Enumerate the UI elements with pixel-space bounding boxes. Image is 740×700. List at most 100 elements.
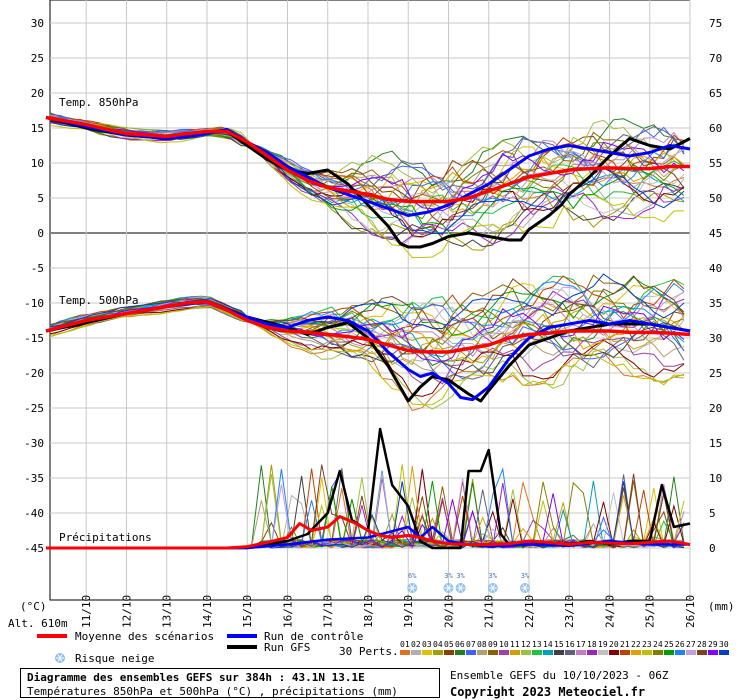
snow-risk-label: 3%	[489, 572, 498, 580]
x-tick: 25/10	[644, 595, 657, 628]
member-number: 26	[675, 640, 685, 649]
y-left-tick: 30	[31, 17, 44, 30]
y-left-tick: -25	[24, 402, 44, 415]
member-swatch	[477, 650, 487, 655]
y-right-tick: 0	[709, 542, 716, 555]
snowflake-icon	[55, 653, 65, 663]
snowflake-icon	[443, 583, 454, 593]
legend-control-label: Run de contrôle	[264, 630, 363, 643]
member-swatch	[642, 650, 652, 655]
altitude-label: Alt. 610m	[8, 617, 68, 630]
member-number: 16	[565, 640, 575, 649]
member-swatch	[598, 650, 608, 655]
member-swatch	[433, 650, 443, 655]
legend-snow-label: Risque neige	[75, 652, 154, 665]
member-number: 23	[642, 640, 652, 649]
x-tick: 18/10	[362, 595, 375, 628]
x-tick: 20/10	[442, 595, 455, 628]
y-left-tick: -40	[24, 507, 44, 520]
y-left-tick: -20	[24, 367, 44, 380]
member-swatch	[708, 650, 718, 655]
member-swatch	[675, 650, 685, 655]
y-right-tick: 5	[709, 507, 716, 520]
member-number: 01	[400, 640, 410, 649]
member-swatch	[576, 650, 586, 655]
member-23-t500	[49, 305, 685, 406]
member-18-t850	[49, 122, 685, 245]
y-right-tick: 75	[709, 17, 722, 30]
x-tick: 24/10	[603, 595, 616, 628]
y-left-tick: -45	[24, 542, 44, 555]
member-number: 14	[543, 640, 553, 649]
panel-label-precip: Précipitations	[59, 531, 152, 544]
x-tick: 14/10	[201, 595, 214, 628]
snowflake-icon	[55, 653, 65, 663]
snowflake-icon	[519, 583, 530, 593]
member-legend: 01 02 03 04 05 06 07 08 09 10 11 12 13 14 15 16 17 18 19 20…	[400, 640, 729, 655]
legend-mean-label: Moyenne des scénarios	[75, 630, 214, 643]
member-number: 21	[620, 640, 630, 649]
y-right-tick: 15	[709, 437, 722, 450]
member-swatch	[488, 650, 498, 655]
member-number: 20	[609, 640, 619, 649]
member-swatch	[664, 650, 674, 655]
x-tick: 12/10	[120, 595, 133, 628]
y-right-tick: 45	[709, 227, 722, 240]
chart-title: Diagramme des ensembles GEFS sur 384h : …	[27, 671, 365, 684]
snowflake-arm	[522, 584, 528, 592]
member-swatch	[455, 650, 465, 655]
snowflake-arm	[57, 654, 63, 662]
member-number: 18	[587, 640, 597, 649]
member-number: 27	[686, 640, 696, 649]
y-left-tick: 25	[31, 52, 44, 65]
chart-subtitle: Températures 850hPa et 500hPa (°C) , pré…	[27, 685, 398, 698]
member-swatch	[631, 650, 641, 655]
y-left-unit: (°C)	[20, 600, 47, 613]
member-number: 25	[664, 640, 674, 649]
y-left-tick: -10	[24, 297, 44, 310]
member-number: 05	[444, 640, 454, 649]
snow-risk-markers: 6% 3% 3% 3% 3%	[407, 572, 530, 593]
series-0-precip	[46, 515, 691, 550]
member-number: 06	[455, 640, 465, 649]
member-number: 24	[653, 640, 663, 649]
x-tick: 13/10	[161, 595, 174, 628]
y-right-unit: (mm)	[708, 600, 735, 613]
y-right-tick: 20	[709, 402, 722, 415]
y-right-tick: 30	[709, 332, 722, 345]
x-tick: 16/10	[281, 595, 294, 628]
x-tick: 15/10	[241, 595, 254, 628]
y-left-tick: -15	[24, 332, 44, 345]
x-tick: 22/10	[523, 595, 536, 628]
member-16-t850	[49, 113, 685, 191]
x-tick: 23/10	[563, 595, 576, 628]
member-number: 03	[422, 640, 432, 649]
y-left-tick: 10	[31, 157, 44, 170]
x-tick: 19/10	[402, 595, 415, 628]
snowflake-arm	[490, 584, 496, 592]
member-swatch	[499, 650, 509, 655]
snowflake-arm	[446, 584, 451, 592]
member-swatch	[565, 650, 575, 655]
member-swatch	[609, 650, 619, 655]
y-right-tick: 65	[709, 87, 722, 100]
member-swatch	[587, 650, 597, 655]
member-number: 30	[719, 640, 729, 649]
panel-label-t500: Temp. 500hPa	[59, 294, 138, 307]
y-left-tick: 20	[31, 87, 44, 100]
member-swatch	[543, 650, 553, 655]
y-right-tick: 25	[709, 367, 722, 380]
member-number: 29	[708, 640, 718, 649]
y-right-tick: 35	[709, 297, 722, 310]
member-number: 28	[697, 640, 707, 649]
y-left-tick: -35	[24, 472, 44, 485]
member-swatch	[444, 650, 454, 655]
y-left-tick: -5	[31, 262, 44, 275]
y-left-tick: 0	[37, 227, 44, 240]
run-info: Ensemble GEFS du 10/10/2023 - 06Z	[450, 669, 669, 682]
member-swatch	[532, 650, 542, 655]
member-number: 13	[532, 640, 542, 649]
member-swatch	[411, 650, 421, 655]
member-swatch	[653, 650, 663, 655]
